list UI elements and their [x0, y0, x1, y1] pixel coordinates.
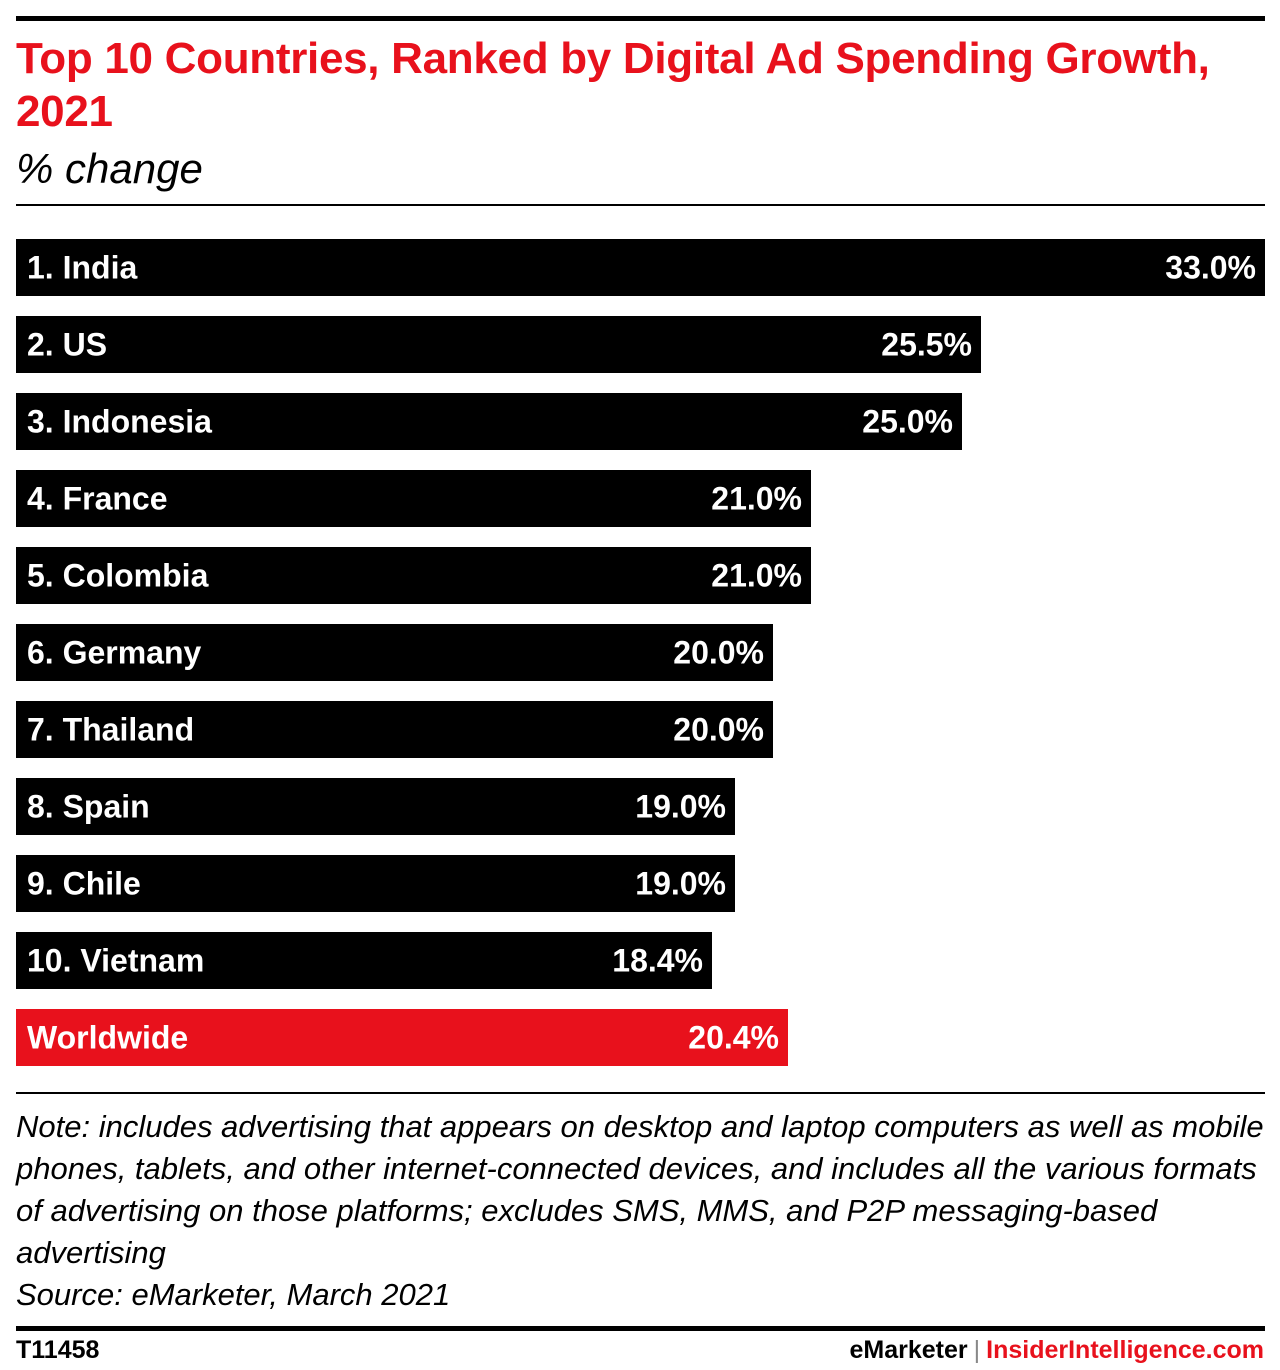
notes-block: Note: includes advertising that appears …: [16, 1106, 1266, 1316]
value-label: 20.0%: [673, 635, 764, 671]
value-label: 21.0%: [711, 481, 802, 517]
value-label: 18.4%: [612, 943, 703, 979]
category-label: 7. Thailand: [27, 712, 194, 748]
value-label: 21.0%: [711, 558, 802, 594]
bar-9: [16, 855, 735, 912]
brand-separator: |: [973, 1336, 981, 1364]
value-label: 19.0%: [635, 866, 726, 902]
bar-7: [16, 701, 773, 758]
category-label: Worldwide: [27, 1020, 188, 1056]
chart-subtitle: % change: [16, 145, 203, 192]
note-text: Note: includes advertising that appears …: [16, 1109, 1264, 1270]
bar-2: [16, 316, 981, 373]
value-label: 20.4%: [688, 1020, 779, 1056]
bar-4: [16, 470, 811, 527]
category-label: 4. France: [27, 481, 168, 517]
chart-id: T11458: [16, 1336, 100, 1364]
category-label: 10. Vietnam: [27, 943, 204, 979]
bar-3: [16, 393, 962, 450]
category-label: 3. Indonesia: [27, 404, 212, 440]
bar-1: [16, 239, 1265, 296]
value-label: 25.0%: [862, 404, 953, 440]
top-border: [16, 16, 1265, 21]
category-label: 8. Spain: [27, 789, 150, 825]
bar-8: [16, 778, 735, 835]
footer-brand: eMarketer | InsiderIntelligence.com: [850, 1336, 1265, 1365]
bar-10: [16, 932, 712, 989]
bar-5: [16, 547, 811, 604]
footer-divider: [16, 1326, 1265, 1331]
chart-title: Top 10 Countries, Ranked by Digital Ad S…: [16, 34, 1210, 136]
category-label: 5. Colombia: [27, 558, 209, 594]
brand-emarketer: eMarketer: [849, 1336, 968, 1364]
category-label: 2. US: [27, 327, 107, 363]
category-label: 1. India: [27, 250, 137, 286]
source-text: Source: eMarketer, March 2021: [16, 1277, 451, 1312]
notes-divider: [16, 1092, 1265, 1094]
brand-insider-intelligence: InsiderIntelligence.com: [986, 1336, 1264, 1364]
header-divider: [16, 204, 1265, 206]
bar-11: [16, 1009, 788, 1066]
value-label: 20.0%: [673, 712, 764, 748]
value-label: 19.0%: [635, 789, 726, 825]
category-label: 6. Germany: [27, 635, 202, 671]
bar-6: [16, 624, 773, 681]
value-label: 25.5%: [881, 327, 972, 363]
value-label: 33.0%: [1165, 250, 1256, 286]
category-label: 9. Chile: [27, 866, 141, 902]
bar-chart: 1. India 33.0% 2. US 25.5% 3. Indonesia 25.0%…: [16, 239, 1265, 1066]
